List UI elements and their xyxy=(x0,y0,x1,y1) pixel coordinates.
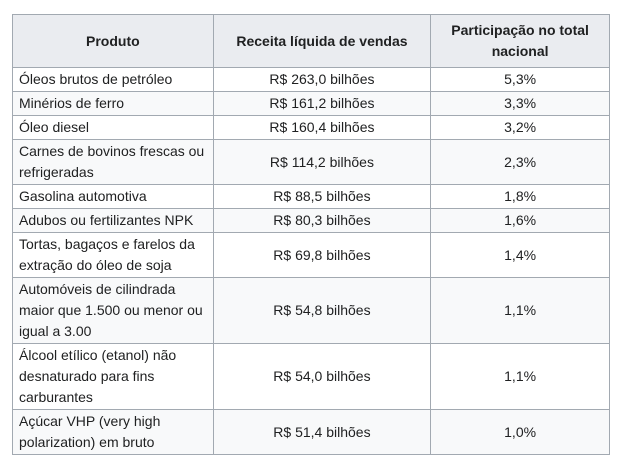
header-share: Participação no total nacional xyxy=(430,14,610,68)
cell-revenue: R$ 161,2 bilhões xyxy=(212,91,432,116)
cell-share: 1,0% xyxy=(430,409,610,455)
table-header-row: Produto Receita líquida de vendas Partic… xyxy=(12,14,610,68)
cell-revenue: R$ 160,4 bilhões xyxy=(212,115,432,140)
cell-product: Óleos brutos de petróleo xyxy=(12,67,214,92)
cell-product: Álcool etílico (etanol) não desnaturado … xyxy=(12,343,214,410)
cell-revenue: R$ 54,8 bilhões xyxy=(212,277,432,344)
table-row: Açúcar VHP (very high polarization) em b… xyxy=(12,409,610,455)
cell-share: 3,2% xyxy=(430,115,610,140)
products-table: Produto Receita líquida de vendas Partic… xyxy=(12,14,610,455)
cell-product: Tortas, bagaços e farelos da extração do… xyxy=(12,232,214,278)
cell-share: 5,3% xyxy=(430,67,610,92)
cell-product: Carnes de bovinos frescas ou refrigerada… xyxy=(12,139,214,185)
cell-share: 1,8% xyxy=(430,184,610,209)
table-row: Tortas, bagaços e farelos da extração do… xyxy=(12,232,610,278)
table-row: Álcool etílico (etanol) não desnaturado … xyxy=(12,343,610,410)
cell-share: 1,4% xyxy=(430,232,610,278)
cell-product: Gasolina automotiva xyxy=(12,184,214,209)
cell-share: 3,3% xyxy=(430,91,610,116)
cell-product: Automóveis de cilindrada maior que 1.500… xyxy=(12,277,214,344)
cell-share: 1,1% xyxy=(430,343,610,410)
table-row: Carnes de bovinos frescas ou refrigerada… xyxy=(12,139,610,185)
cell-revenue: R$ 51,4 bilhões xyxy=(212,409,432,455)
table-row: Óleo diesel R$ 160,4 bilhões 3,2% xyxy=(12,115,610,140)
cell-share: 1,1% xyxy=(430,277,610,344)
table-row: Gasolina automotiva R$ 88,5 bilhões 1,8% xyxy=(12,184,610,209)
table-row: Automóveis de cilindrada maior que 1.500… xyxy=(12,277,610,344)
cell-revenue: R$ 114,2 bilhões xyxy=(212,139,432,185)
cell-revenue: R$ 88,5 bilhões xyxy=(212,184,432,209)
table-row: Adubos ou fertilizantes NPK R$ 80,3 bilh… xyxy=(12,208,610,233)
header-product: Produto xyxy=(12,14,214,68)
cell-product: Açúcar VHP (very high polarization) em b… xyxy=(12,409,214,455)
cell-revenue: R$ 263,0 bilhões xyxy=(212,67,432,92)
cell-product: Minérios de ferro xyxy=(12,91,214,116)
table-row: Minérios de ferro R$ 161,2 bilhões 3,3% xyxy=(12,91,610,116)
cell-share: 2,3% xyxy=(430,139,610,185)
cell-share: 1,6% xyxy=(430,208,610,233)
header-revenue: Receita líquida de vendas xyxy=(212,14,432,68)
cell-product: Óleo diesel xyxy=(12,115,214,140)
cell-revenue: R$ 80,3 bilhões xyxy=(212,208,432,233)
cell-product: Adubos ou fertilizantes NPK xyxy=(12,208,214,233)
cell-revenue: R$ 69,8 bilhões xyxy=(212,232,432,278)
cell-revenue: R$ 54,0 bilhões xyxy=(212,343,432,410)
table-row: Óleos brutos de petróleo R$ 263,0 bilhõe… xyxy=(12,67,610,92)
